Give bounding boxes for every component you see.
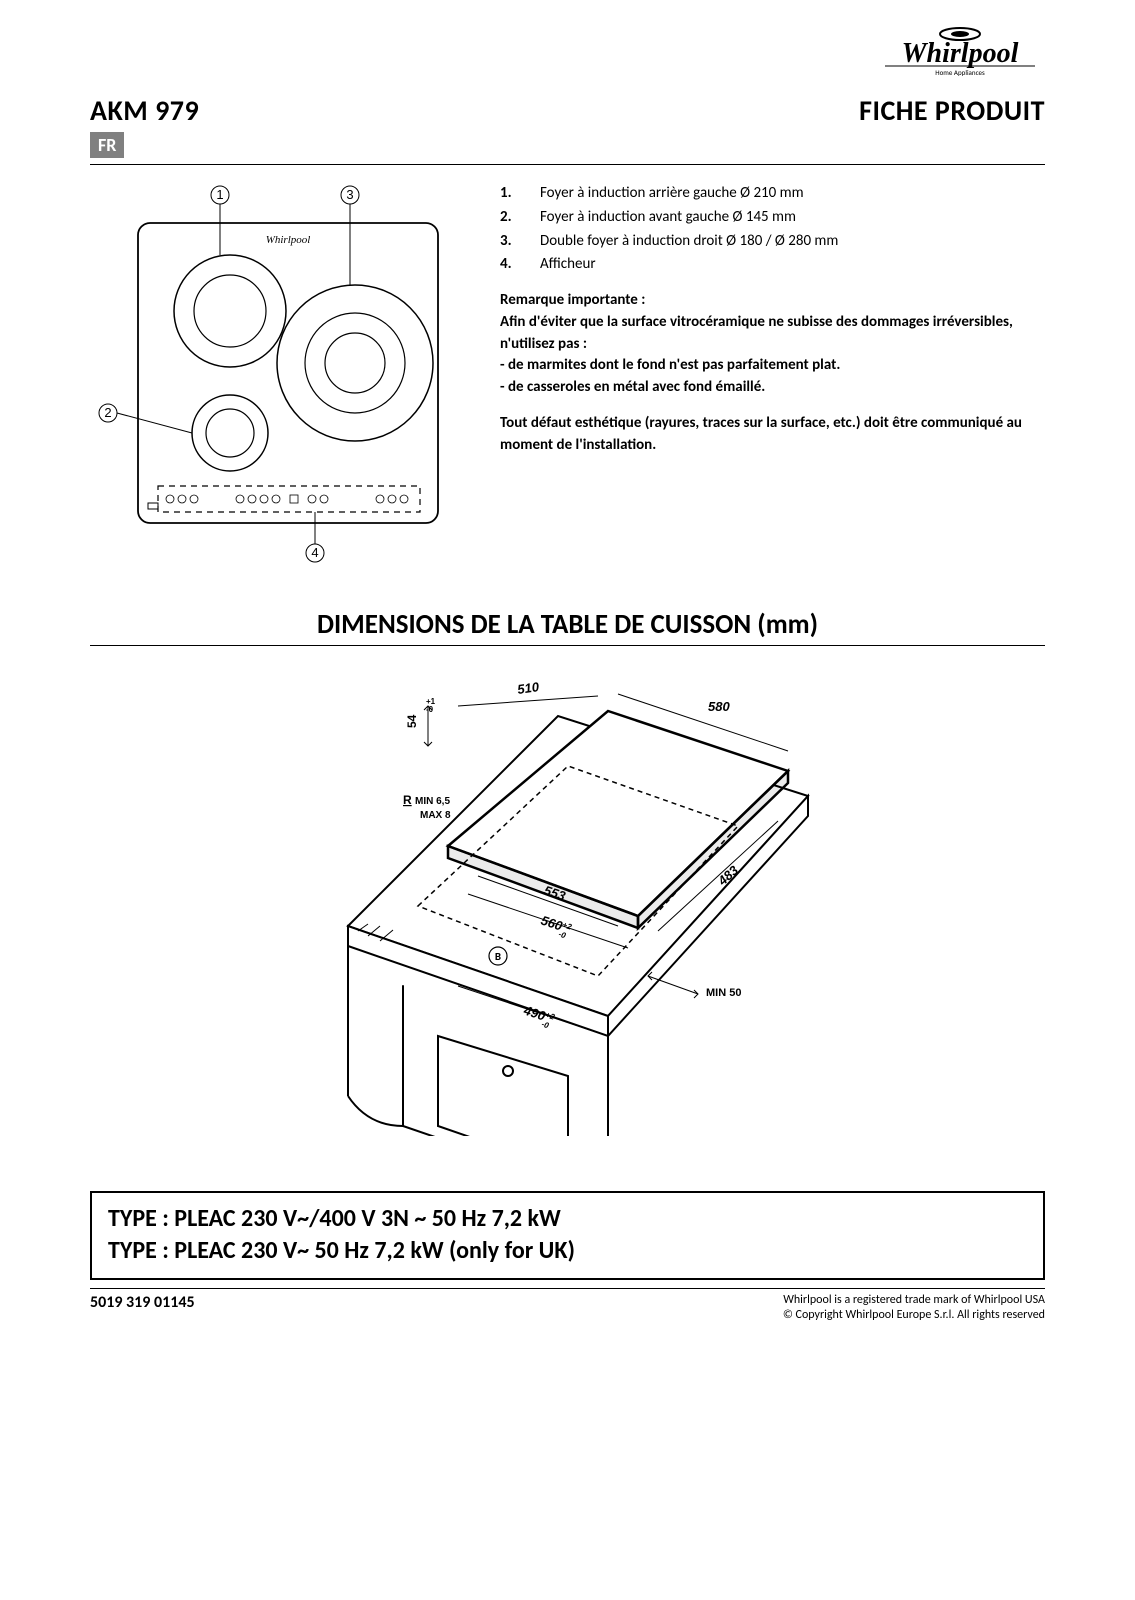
legend-num: 1. bbox=[500, 183, 540, 205]
product-overview-row: 1 3 2 4 Whirlpool bbox=[90, 183, 1045, 568]
footer-legal-line: © Copyright Whirlpool Europe S.r.l. All … bbox=[783, 1308, 1045, 1324]
svg-text:Home Appliances: Home Appliances bbox=[935, 68, 985, 77]
cooktop-diagram: 1 3 2 4 Whirlpool bbox=[90, 183, 470, 568]
legend-text: Foyer à induction avant gauche Ø 145 mm bbox=[540, 207, 1045, 229]
remark-line: - de marmites dont le fond n'est pas par… bbox=[500, 355, 1045, 377]
svg-text:4: 4 bbox=[311, 545, 318, 560]
legend-item: 3. Double foyer à induction droit Ø 180 … bbox=[500, 231, 1045, 253]
footer-legal: Whirlpool is a registered trade mark of … bbox=[783, 1293, 1045, 1324]
dimensions-diagram: B 54 +1 -0 510 580 R MIN 6,5 MAX 8 553 5… bbox=[90, 676, 1045, 1141]
svg-text:Whirlpool: Whirlpool bbox=[902, 38, 1019, 69]
remark-paragraph: Tout défaut esthétique (rayures, traces … bbox=[500, 413, 1045, 457]
svg-text:2: 2 bbox=[104, 405, 111, 420]
header-row: AKM 979 FR FICHE PRODUIT bbox=[90, 93, 1045, 165]
language-badge: FR bbox=[90, 132, 124, 158]
spec-line: TYPE : PLEAC 230 V~ 50 Hz 7,2 kW (only f… bbox=[108, 1235, 1027, 1267]
model-name: AKM 979 bbox=[90, 93, 199, 128]
svg-text:Whirlpool: Whirlpool bbox=[266, 234, 311, 246]
legend-item: 4. Afficheur bbox=[500, 254, 1045, 276]
svg-text:-0: -0 bbox=[426, 705, 434, 714]
remark-title: Remarque importante : bbox=[500, 290, 1045, 312]
document-type: FICHE PRODUIT bbox=[859, 93, 1045, 128]
svg-text:3: 3 bbox=[346, 187, 353, 202]
svg-text:MIN 50: MIN 50 bbox=[706, 987, 741, 999]
svg-text:B: B bbox=[494, 950, 500, 963]
spec-box: TYPE : PLEAC 230 V~/400 V 3N ~ 50 Hz 7,2… bbox=[90, 1191, 1045, 1280]
svg-text:54: 54 bbox=[405, 714, 419, 728]
logo-row: Whirlpool Home Appliances bbox=[90, 20, 1045, 83]
footer-legal-line: Whirlpool is a registered trade mark of … bbox=[783, 1293, 1045, 1309]
svg-text:580: 580 bbox=[708, 699, 730, 714]
svg-text:MAX 8: MAX 8 bbox=[420, 810, 451, 821]
legend-text: Double foyer à induction droit Ø 180 / Ø… bbox=[540, 231, 1045, 253]
legend-num: 3. bbox=[500, 231, 540, 253]
legend-text: Afficheur bbox=[540, 254, 1045, 276]
footer-row: 5019 319 01145 Whirlpool is a registered… bbox=[90, 1288, 1045, 1324]
svg-text:1: 1 bbox=[216, 187, 223, 202]
dimensions-title: DIMENSIONS DE LA TABLE DE CUISSON (mm) bbox=[90, 608, 1045, 646]
model-block: AKM 979 FR bbox=[90, 93, 199, 158]
svg-text:R MIN 6,5: R MIN 6,5 bbox=[403, 793, 450, 807]
brand-logo: Whirlpool Home Appliances bbox=[875, 20, 1045, 83]
remark-body: Afin d'éviter que la surface vitrocérami… bbox=[500, 312, 1045, 399]
spec-line: TYPE : PLEAC 230 V~/400 V 3N ~ 50 Hz 7,2… bbox=[108, 1203, 1027, 1235]
footer-ref: 5019 319 01145 bbox=[90, 1293, 195, 1312]
remark-line: - de casseroles en métal avec fond émail… bbox=[500, 377, 1045, 399]
legend-text: Foyer à induction arrière gauche Ø 210 m… bbox=[540, 183, 1045, 205]
remark-line: Afin d'éviter que la surface vitrocérami… bbox=[500, 312, 1045, 356]
description-column: 1. Foyer à induction arrière gauche Ø 21… bbox=[500, 183, 1045, 456]
legend-item: 2. Foyer à induction avant gauche Ø 145 … bbox=[500, 207, 1045, 229]
svg-text:510: 510 bbox=[516, 679, 540, 697]
legend-num: 4. bbox=[500, 254, 540, 276]
legend-item: 1. Foyer à induction arrière gauche Ø 21… bbox=[500, 183, 1045, 205]
legend-num: 2. bbox=[500, 207, 540, 229]
